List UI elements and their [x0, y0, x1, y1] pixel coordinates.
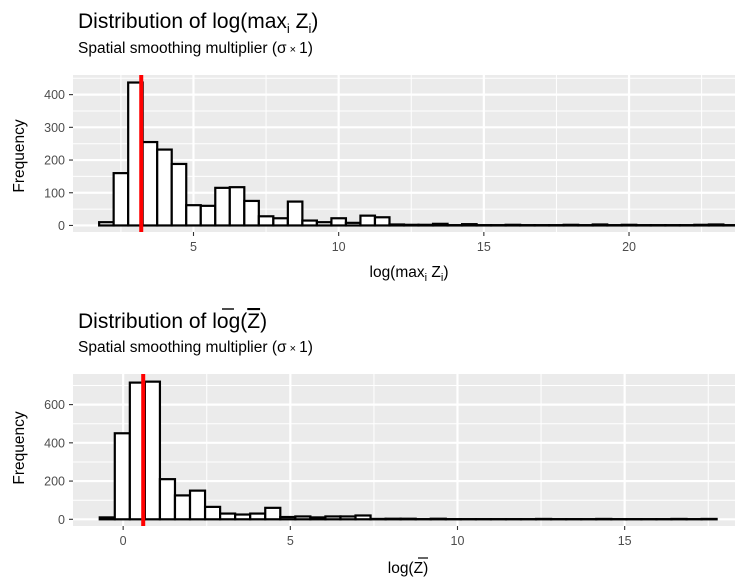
chart1-bar [620, 223, 638, 227]
chart2-y-tick-label: 200 [44, 475, 65, 489]
chart1-bar [112, 172, 130, 227]
chart2-panel: 0 5 10 15 0 200 400 600 [44, 374, 735, 548]
chart1-bar [344, 221, 362, 227]
chart2-bar [354, 514, 372, 521]
chart1-bar [214, 186, 231, 227]
chart2-bar [384, 517, 402, 521]
chart1-bar [286, 200, 304, 227]
chart1-bar [141, 140, 159, 227]
chart1-x-tick-label: 15 [477, 240, 491, 254]
chart2-x-tick-label: 15 [618, 534, 632, 548]
chart1-x-tick-label: 10 [332, 240, 346, 254]
chart1-bar [98, 221, 115, 227]
chart1-bar [417, 223, 435, 227]
chart1-y-tick-label: 300 [44, 121, 65, 135]
chart1-bar [359, 214, 377, 227]
chart2-bar [234, 513, 252, 521]
chart1-bar [228, 186, 246, 227]
chart1-y-tick-label: 0 [58, 219, 65, 233]
chart1-bar [170, 162, 188, 227]
chart1-title: Distribution of log(maxi Zi) [78, 10, 318, 36]
chart1-bar [460, 223, 478, 227]
chart1-bar [330, 217, 348, 227]
chart2-bar [219, 512, 237, 521]
chart1-bar [693, 223, 710, 227]
chart1-bar [185, 204, 202, 227]
chart1-bar [257, 215, 275, 227]
chart2-x-tick-label: 0 [120, 534, 127, 548]
chart1-y-axis-title: Frequency [11, 119, 28, 192]
chart2-bar [203, 505, 222, 521]
chart1-bar [272, 217, 289, 227]
chart2-x-axis-title: log(Z) [388, 560, 429, 577]
chart1-bar [707, 223, 725, 227]
chart2-bar [339, 515, 357, 521]
chart2-bar [249, 512, 267, 521]
chart1-bar [431, 222, 449, 227]
chart2-bar [264, 506, 282, 521]
chart2-bar [294, 515, 312, 521]
chart1-bar [301, 219, 318, 227]
chart1-bar [156, 148, 173, 227]
chart1-bar [315, 221, 333, 227]
chart1-bar [243, 199, 260, 227]
chart1-x-axis-title: log(maxi Zi) [370, 264, 449, 284]
chart2-y-axis-title: Frequency [11, 411, 28, 484]
chart1-bar [388, 223, 406, 227]
chart2-bar [309, 516, 327, 521]
chart1-bar [373, 216, 391, 227]
chart2-bar [158, 478, 177, 521]
chart2-bar [113, 432, 131, 521]
chart1-y-tick-label: 100 [44, 186, 65, 200]
chart2-bar [173, 494, 192, 521]
chart1-y-tick-label: 400 [44, 88, 65, 102]
chart2-y-tick-label: 400 [44, 436, 65, 450]
chart1-subtitle: Spatial smoothing multiplier (σ × 1) [78, 40, 313, 57]
chart1-bar [402, 223, 420, 227]
chart2-y-tick-label: 600 [44, 398, 65, 412]
chart2-bar [143, 380, 162, 521]
chart1-bar [591, 223, 609, 227]
chart2-x-tick-label: 5 [287, 534, 294, 548]
chart2-bar [188, 489, 207, 521]
chart1-x-tick-label: 5 [190, 240, 197, 254]
chart1-y-tick-label: 200 [44, 154, 65, 168]
chart2-bar [399, 517, 417, 521]
chart2-bar [324, 515, 342, 521]
chart1-bar [199, 204, 217, 227]
chart2-title: Distribution of log(Z) [78, 310, 267, 333]
chart2-bar [279, 515, 297, 521]
chart2-bar [429, 517, 447, 521]
chart1-bar [562, 223, 580, 227]
chart2-x-tick-label: 10 [451, 534, 465, 548]
chart2-y-tick-label: 0 [58, 513, 65, 527]
chart2-bar [98, 516, 116, 521]
chart1-bar [504, 223, 522, 227]
chart2-subtitle: Spatial smoothing multiplier (σ × 1) [78, 339, 313, 356]
chart1-x-tick-label: 20 [622, 240, 636, 254]
